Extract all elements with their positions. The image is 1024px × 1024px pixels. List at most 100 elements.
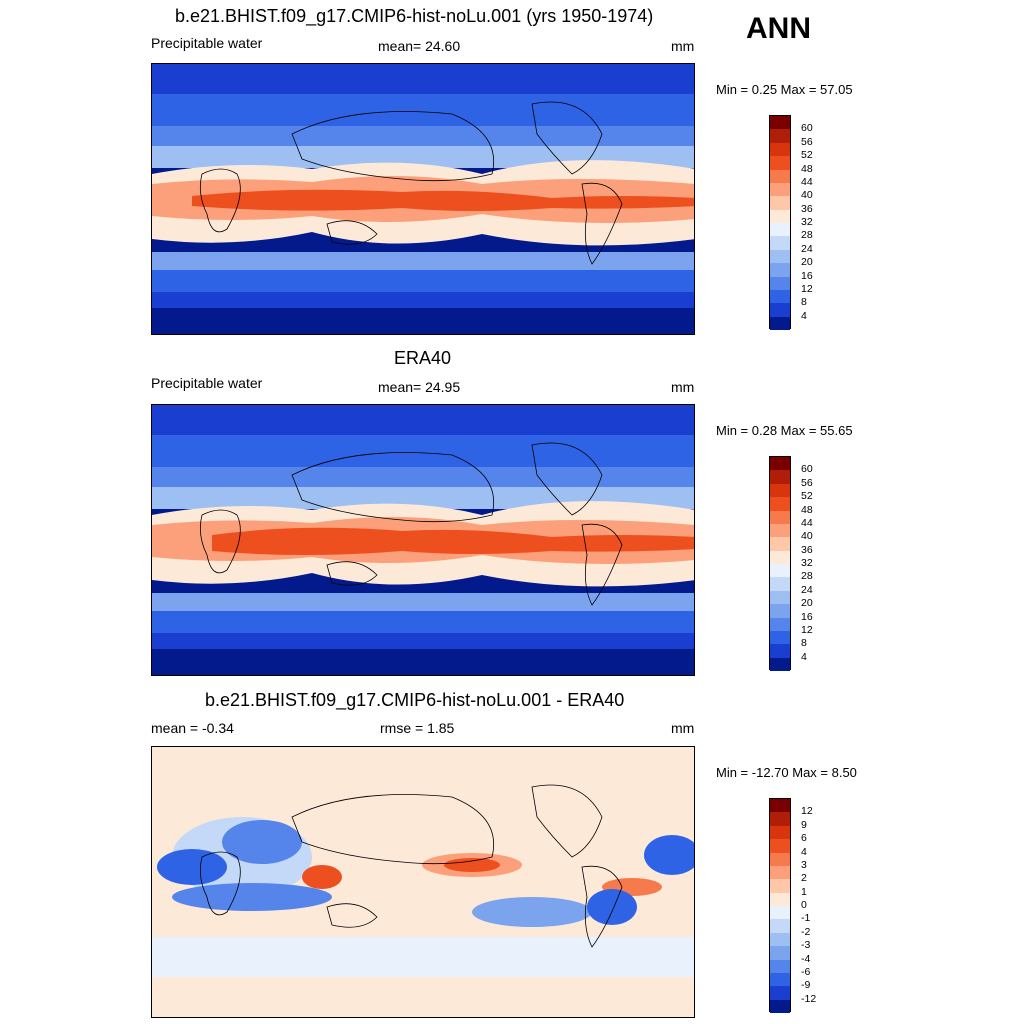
colorbar-tick-label: 8 (801, 296, 807, 309)
panel3-colorbar (769, 798, 791, 1013)
colorbar-tick-label: 20 (801, 256, 813, 269)
colorbar-tick-label: 60 (801, 463, 813, 476)
colorbar-tick-label: 56 (801, 135, 813, 148)
colorbar-tick-label: 12 (801, 805, 813, 818)
panel3-mean: mean = -0.34 (151, 720, 234, 736)
colorbar-tick-label: 52 (801, 149, 813, 162)
colorbar-swatch (770, 497, 790, 511)
colorbar-swatch (770, 986, 790, 1000)
colorbar-swatch (770, 316, 790, 330)
colorbar-tick-label: 6 (801, 832, 807, 845)
colorbar-swatch (770, 630, 790, 645)
colorbar-swatch (770, 906, 790, 920)
colorbar-swatch (770, 812, 790, 826)
colorbar-tick-label: -1 (801, 912, 811, 925)
colorbar-tick-label: 36 (801, 202, 813, 215)
panel2-title: ERA40 (394, 348, 452, 368)
panel3-title: b.e21.BHIST.f09_g17.CMIP6-hist-noLu.001 … (205, 690, 625, 710)
colorbar-tick-label: 60 (801, 122, 813, 135)
panel1-mean: mean= 24.60 (378, 38, 461, 54)
panel2-units: mm (671, 379, 695, 395)
colorbar-tick-label: 28 (801, 229, 813, 242)
colorbar-swatch (770, 303, 790, 317)
colorbar-swatch (770, 564, 790, 578)
colorbar-swatch (770, 142, 790, 157)
colorbar-swatch (770, 892, 790, 906)
panel1-colorbar (769, 115, 791, 330)
colorbar-tick-label: 20 (801, 597, 813, 610)
colorbar-tick-label: 16 (801, 610, 813, 623)
colorbar-swatch (770, 236, 790, 250)
colorbar-tick-label: 44 (801, 516, 813, 529)
colorbar-swatch (770, 644, 790, 658)
colorbar-tick-label: 16 (801, 269, 813, 282)
colorbar-tick-label: 9 (801, 818, 807, 831)
colorbar-swatch (770, 483, 790, 498)
colorbar-swatch (770, 289, 790, 304)
colorbar-tick-label: 3 (801, 858, 807, 871)
colorbar-tick-label: 12 (801, 282, 813, 295)
colorbar-tick-label: 36 (801, 543, 813, 556)
panel2-map-svg (152, 405, 694, 675)
colorbar-swatch (770, 263, 790, 277)
colorbar-swatch (770, 523, 790, 538)
colorbar-swatch (770, 457, 790, 471)
colorbar-tick-label: 2 (801, 872, 807, 885)
colorbar-tick-label: 40 (801, 189, 813, 202)
colorbar-swatch (770, 196, 790, 210)
colorbar-tick-label: -3 (801, 939, 811, 952)
colorbar-swatch (770, 209, 790, 223)
colorbar-tick-label: -9 (801, 979, 811, 992)
colorbar-swatch (770, 169, 790, 183)
panel3-rmse: rmse = 1.85 (380, 720, 455, 736)
panel1-map-svg (152, 64, 694, 334)
colorbar-tick-label: -12 (801, 992, 817, 1005)
colorbar-swatch (770, 550, 790, 564)
colorbar-tick-label: 32 (801, 216, 813, 228)
colorbar-tick-label: 48 (801, 503, 813, 516)
panel2-variable-label: Precipitable water (151, 375, 263, 391)
colorbar-tick-label: -4 (801, 952, 811, 965)
colorbar-swatch (770, 510, 790, 524)
colorbar-swatch (770, 657, 790, 671)
colorbar-tick-label: 24 (801, 583, 813, 596)
colorbar-swatch (770, 249, 790, 264)
colorbar-tick-label: 56 (801, 476, 813, 489)
colorbar-swatch (770, 129, 790, 143)
panel2-map (151, 404, 695, 676)
colorbar-swatch (770, 852, 790, 866)
colorbar-tick-label: 28 (801, 570, 813, 583)
panel1-units: mm (671, 38, 695, 54)
panel3-units: mm (671, 720, 695, 736)
season-label: ANN (746, 12, 811, 45)
colorbar-swatch (770, 959, 790, 973)
colorbar-swatch (770, 577, 790, 591)
colorbar-swatch (770, 223, 790, 237)
colorbar-swatch (770, 537, 790, 551)
colorbar-tick-label: -6 (801, 965, 811, 978)
panel2-minmax: Min = 0.28 Max = 55.65 (716, 423, 853, 438)
colorbar-swatch (770, 590, 790, 605)
panel1-variable-label: Precipitable water (151, 35, 263, 51)
colorbar-swatch (770, 182, 790, 197)
panel3-coastlines (199, 784, 623, 948)
colorbar-swatch (770, 972, 790, 987)
panel1-coastlines (199, 101, 623, 265)
panel1-map (151, 63, 695, 335)
colorbar-tick-label: 0 (801, 899, 807, 911)
panel1-minmax: Min = 0.25 Max = 57.05 (716, 82, 853, 97)
panel2-coastlines (199, 442, 623, 606)
colorbar-swatch (770, 825, 790, 840)
colorbar-tick-label: 8 (801, 637, 807, 650)
colorbar-swatch (770, 470, 790, 484)
colorbar-tick-label: 4 (801, 309, 807, 322)
colorbar-swatch (770, 839, 790, 853)
colorbar-swatch (770, 617, 790, 631)
colorbar-swatch (770, 919, 790, 933)
colorbar-tick-label: 44 (801, 175, 813, 188)
colorbar-swatch (770, 932, 790, 947)
colorbar-tick-label: 12 (801, 623, 813, 636)
colorbar-swatch (770, 999, 790, 1013)
panel2-colorbar (769, 456, 791, 671)
panel2-mean: mean= 24.95 (378, 379, 461, 395)
